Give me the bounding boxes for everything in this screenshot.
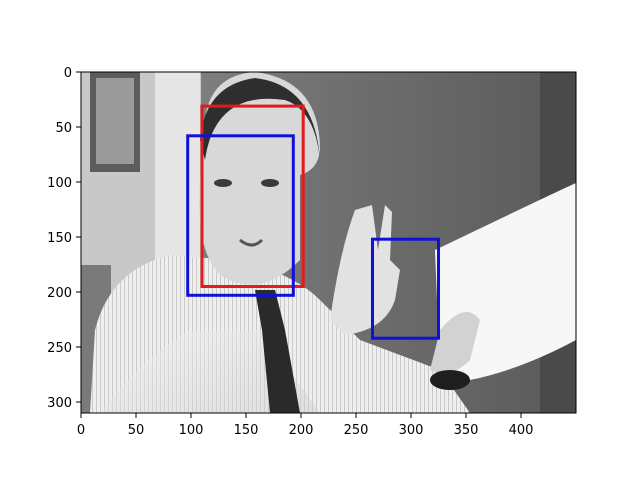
y-tick-label: 300 [47,396,72,411]
bounding-boxes [186,104,440,340]
x-tick-label: 300 [399,423,424,438]
x-tick-label: 50 [128,423,145,438]
y-tick-label: 150 [47,231,72,246]
bounding-box-2 [186,134,295,297]
photo-image [81,72,576,413]
x-axis: 0 50 100 150 200 250 300 350 400 [77,413,534,438]
x-tick-label: 250 [344,423,369,438]
y-tick-label: 50 [55,121,72,136]
y-tick-label: 200 [47,286,72,301]
bounding-box-1 [200,104,305,288]
x-tick-label: 150 [234,423,259,438]
x-tick-label: 200 [289,423,314,438]
axes-frame [80,71,577,414]
x-tick-label: 350 [454,423,479,438]
y-tick-label: 100 [47,176,72,191]
y-tick-label: 250 [47,341,72,356]
y-axis: 0 50 100 150 200 250 300 [47,66,81,411]
x-tick-label: 400 [509,423,534,438]
x-tick-label: 100 [179,423,204,438]
y-tick-label: 0 [64,66,72,81]
bounding-box-3 [371,237,440,340]
x-tick-label: 0 [77,423,85,438]
